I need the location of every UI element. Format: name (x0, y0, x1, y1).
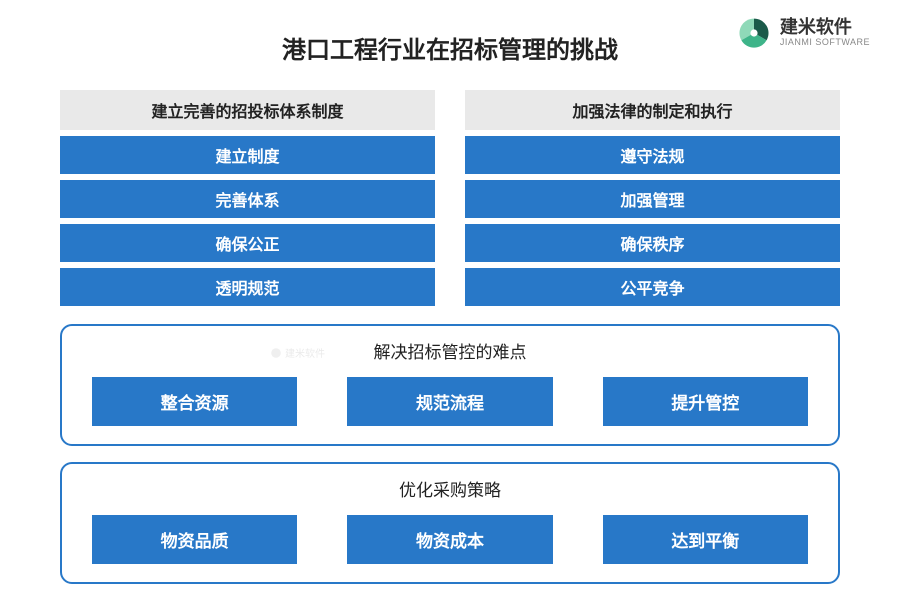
panel-item: 物资品质 (92, 515, 297, 564)
bar-item: 透明规范 (60, 268, 435, 306)
logo-text-cn: 建米软件 (780, 18, 870, 38)
panel-title: 解决招标管控的难点 (92, 338, 808, 363)
bar-item: 公平竞争 (465, 268, 840, 306)
panel-item: 规范流程 (347, 377, 552, 426)
panel-item: 物资成本 (347, 515, 552, 564)
column-header: 建立完善的招投标体系制度 (60, 90, 435, 130)
panel-item: 提升管控 (603, 377, 808, 426)
bar-item: 确保公正 (60, 224, 435, 262)
column-right: 加强法律的制定和执行 遵守法规 加强管理 确保秩序 公平竞争 (465, 90, 840, 306)
page-title: 港口工程行业在招标管理的挑战 (60, 30, 840, 65)
two-column-section: 建立完善的招投标体系制度 建立制度 完善体系 确保公正 透明规范 加强法律的制定… (60, 90, 840, 306)
column-header: 加强法律的制定和执行 (465, 90, 840, 130)
panel-item: 整合资源 (92, 377, 297, 426)
panel-2: 优化采购策略 物资品质 物资成本 达到平衡 (60, 462, 840, 584)
logo-text-en: JIANMI SOFTWARE (780, 38, 870, 48)
brand-logo: 建米软件 JIANMI SOFTWARE (736, 15, 870, 51)
bar-item: 确保秩序 (465, 224, 840, 262)
bar-item: 加强管理 (465, 180, 840, 218)
panel-item: 达到平衡 (603, 515, 808, 564)
logo-icon (736, 15, 772, 51)
panel-title: 优化采购策略 (92, 476, 808, 501)
panel-1: 解决招标管控的难点 整合资源 规范流程 提升管控 (60, 324, 840, 446)
bar-item: 遵守法规 (465, 136, 840, 174)
bar-item: 建立制度 (60, 136, 435, 174)
watermark: 建米软件 (270, 345, 325, 360)
bar-item: 完善体系 (60, 180, 435, 218)
column-left: 建立完善的招投标体系制度 建立制度 完善体系 确保公正 透明规范 (60, 90, 435, 306)
